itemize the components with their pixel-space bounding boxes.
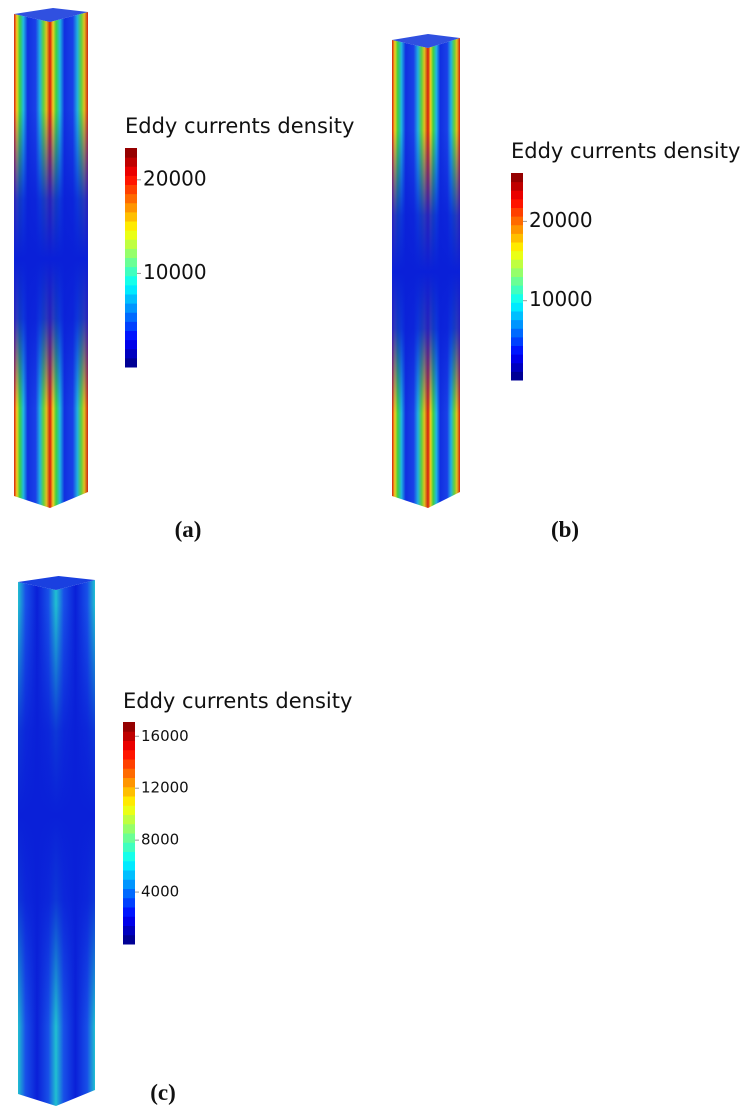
colorbar-band xyxy=(511,182,523,191)
colorbar-band xyxy=(511,225,523,234)
panel-label: (a) xyxy=(175,517,202,542)
colorbar-band xyxy=(123,879,135,889)
colorbar-band xyxy=(123,741,135,751)
colorbar-band xyxy=(123,759,135,769)
colorbar-band xyxy=(123,842,135,852)
colorbar-band xyxy=(123,870,135,880)
panel-label: (b) xyxy=(551,517,579,542)
colorbar-band xyxy=(511,199,523,208)
colorbar-band xyxy=(123,824,135,834)
colorbar-band xyxy=(125,212,137,222)
colorbar-band xyxy=(125,267,137,277)
colorbar-band xyxy=(123,731,135,741)
colorbar-band xyxy=(511,337,523,346)
colorbar-band xyxy=(123,852,135,862)
colorbar-band xyxy=(123,778,135,788)
colorbar-band xyxy=(125,303,137,313)
colorbar-tick-label: 4000 xyxy=(141,883,179,901)
colorbar-tick-label: 20000 xyxy=(143,166,207,190)
colorbar-tick-label: 16000 xyxy=(141,727,189,745)
colorbar-band xyxy=(511,294,523,303)
colorbar-band xyxy=(125,166,137,176)
panel: Eddy currents density 10000 20000 (b) xyxy=(392,34,740,542)
colorbar-band xyxy=(125,321,137,331)
colorbar-band xyxy=(125,221,137,231)
colorbar-band xyxy=(123,916,135,926)
colorbar-band xyxy=(123,750,135,760)
figure: Eddy currents density1000020000(a)Eddy c… xyxy=(0,0,753,1119)
colorbar-band xyxy=(125,194,137,204)
colorbar-band xyxy=(123,805,135,815)
bar-low-region xyxy=(18,604,95,1026)
panel: Eddy currents density 10000 20000 (a) xyxy=(14,8,354,542)
legend-title: Eddy currents density xyxy=(511,139,740,163)
colorbar-band xyxy=(123,787,135,797)
colorbar-band xyxy=(125,349,137,359)
colorbar-band xyxy=(511,363,523,372)
colorbar-band xyxy=(125,258,137,268)
bar-low-region xyxy=(392,130,460,413)
colorbar-tick-label: 10000 xyxy=(529,287,593,311)
colorbar-band xyxy=(125,358,137,368)
colorbar-band xyxy=(123,889,135,899)
colorbar-band xyxy=(125,239,137,249)
colorbar-band xyxy=(511,251,523,260)
colorbar-tick-label: 12000 xyxy=(141,779,189,797)
colorbar-band xyxy=(125,185,137,195)
colorbar-band xyxy=(125,203,137,213)
colorbar-band xyxy=(125,285,137,295)
colorbar-band xyxy=(511,190,523,199)
panel-label: (c) xyxy=(150,1080,176,1105)
colorbar-band xyxy=(511,346,523,355)
colorbar-band xyxy=(125,157,137,167)
colorbar-band xyxy=(511,208,523,217)
panel: Eddy currents density 4000 8000 12000 16000 (… xyxy=(18,576,352,1106)
colorbar-band xyxy=(123,907,135,917)
colorbar-band xyxy=(125,276,137,286)
colorbar-band xyxy=(511,259,523,268)
colorbar-band xyxy=(511,311,523,320)
colorbar-band xyxy=(511,371,523,380)
legend-title: Eddy currents density xyxy=(123,689,352,713)
colorbar-band xyxy=(125,230,137,240)
colorbar-band xyxy=(123,935,135,945)
colorbar-band xyxy=(511,320,523,329)
colorbar-band xyxy=(123,926,135,936)
colorbar-band xyxy=(511,216,523,225)
colorbar-tick-label: 10000 xyxy=(143,260,207,284)
colorbar-band xyxy=(125,331,137,341)
colorbar-band xyxy=(511,233,523,242)
colorbar-band xyxy=(511,285,523,294)
colorbar-band xyxy=(123,722,135,732)
colorbar-band xyxy=(125,312,137,322)
colorbar-band xyxy=(511,328,523,337)
colorbar-band xyxy=(511,277,523,286)
colorbar-band xyxy=(511,242,523,251)
colorbar-band xyxy=(125,148,137,158)
colorbar-band xyxy=(123,768,135,778)
colorbar-band xyxy=(123,796,135,806)
bar-low-region xyxy=(14,110,88,409)
colorbar-band xyxy=(511,354,523,363)
colorbar-band xyxy=(125,294,137,304)
colorbar-tick-label: 20000 xyxy=(529,208,593,232)
colorbar-band xyxy=(123,815,135,825)
colorbar-band xyxy=(123,861,135,871)
colorbar-band xyxy=(123,898,135,908)
colorbar-band xyxy=(125,248,137,258)
colorbar-band xyxy=(125,175,137,185)
colorbar-band xyxy=(123,833,135,843)
colorbar-band xyxy=(511,268,523,277)
colorbar-tick-label: 8000 xyxy=(141,831,179,849)
legend-title: Eddy currents density xyxy=(125,114,354,138)
colorbar-band xyxy=(125,340,137,350)
colorbar-band xyxy=(511,173,523,182)
colorbar-band xyxy=(511,302,523,311)
